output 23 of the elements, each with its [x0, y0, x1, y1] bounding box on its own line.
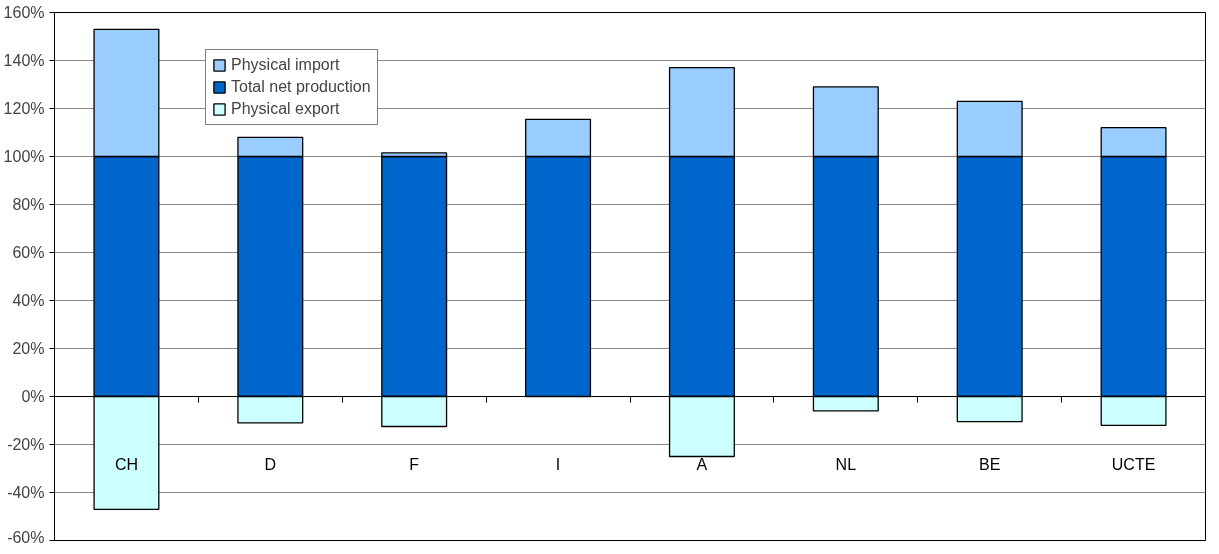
y-tick-label: -40%	[7, 484, 45, 501]
legend-label: Total net production	[231, 78, 371, 96]
x-tick-label: CH	[114, 456, 138, 473]
y-tick-label: 80%	[12, 196, 45, 213]
x-tick-label: UCTE	[1111, 456, 1156, 473]
x-tick-label: A	[696, 456, 708, 473]
y-tick-label: -60%	[7, 528, 45, 546]
y-tick-label: 40%	[12, 292, 45, 309]
y-tick-label: 140%	[3, 52, 45, 69]
x-tick-label: NL	[835, 456, 857, 473]
x-tick-label: D	[264, 456, 277, 473]
legend-label: Physical export	[231, 100, 340, 118]
y-tick-label: 20%	[12, 340, 45, 357]
y-tick-label: 120%	[3, 100, 45, 117]
x-tick-label: I	[555, 456, 561, 473]
x-tick-label: BE	[979, 456, 1001, 473]
legend-label: Physical import	[231, 56, 340, 74]
y-tick-label: 100%	[3, 148, 45, 165]
y-tick-label: -20%	[7, 436, 45, 453]
y-tick-label: 160%	[3, 4, 45, 21]
y-tick-label: 0%	[21, 388, 45, 405]
y-tick-label: 60%	[12, 244, 45, 261]
x-tick-label: F	[409, 456, 420, 473]
